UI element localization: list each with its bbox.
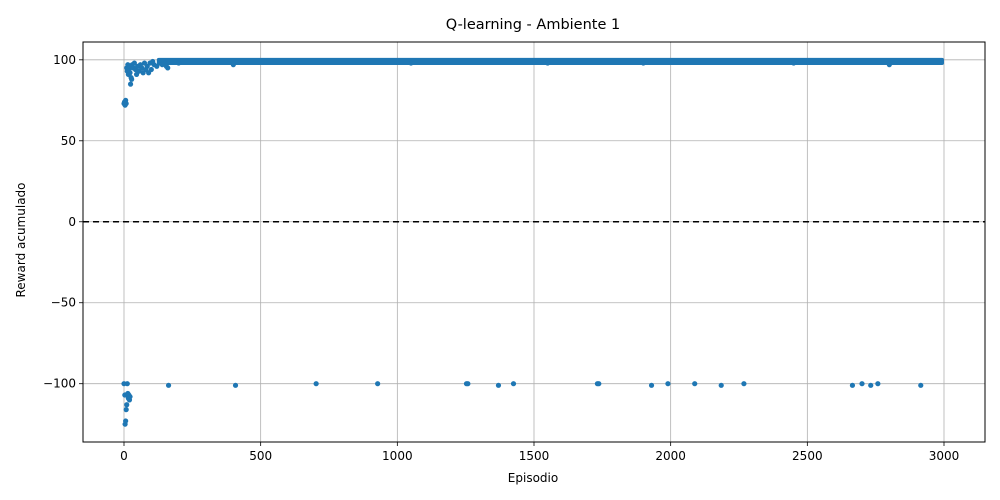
data-point [131,60,137,66]
y-tick-label: 50 [61,134,76,148]
data-point [718,382,724,388]
data-point [123,418,129,424]
data-point [545,60,551,66]
data-point [123,407,129,413]
data-point [665,381,671,387]
data-point [692,381,698,387]
data-point [791,60,797,66]
data-point [127,70,133,76]
y-tick-label: −100 [43,377,76,391]
data-point [510,381,517,387]
data-point [465,381,471,387]
data-point [124,381,130,387]
data-point [918,382,924,388]
y-tick-label: 0 [68,215,76,229]
data-point [232,382,239,388]
data-point [148,66,154,73]
data-point [230,62,236,68]
data-point [176,60,182,66]
dense-points-band [156,57,945,66]
data-point [165,382,172,388]
data-point [495,382,502,388]
data-point [875,381,881,387]
x-tick-label: 500 [249,449,272,463]
data-point [886,62,892,68]
data-point [375,381,381,387]
x-tick-label: 3000 [929,449,960,463]
data-point [648,382,655,388]
tick-layer: 0 500 1000 1500 2000 2500 3000 −100 −50 0 50 100 [43,53,959,463]
data-point [741,381,747,387]
y-tick-label: −50 [51,296,76,310]
data-point [165,65,171,71]
data-point [640,60,646,66]
data-point [127,81,134,87]
y-tick-label: 100 [53,53,76,67]
x-tick-label: 0 [120,449,128,463]
data-point [313,381,319,387]
data-point [123,100,129,107]
x-tick-label: 1500 [519,449,550,463]
x-tick-label: 1000 [382,449,413,463]
data-point [596,381,602,387]
chart-title: Q-learning - Ambiente 1 [446,17,620,33]
data-point [129,76,135,82]
data-layer [121,57,945,427]
data-point [127,394,133,400]
data-point [849,382,856,388]
x-tick-label: 2500 [792,449,823,463]
y-axis-label: Reward acumulado [14,182,28,297]
data-point [408,60,414,66]
data-point [859,381,865,387]
data-point [139,65,145,71]
data-point [868,382,874,388]
x-axis-label: Episodio [508,471,558,485]
data-point [124,402,130,408]
x-tick-label: 2000 [655,449,686,463]
